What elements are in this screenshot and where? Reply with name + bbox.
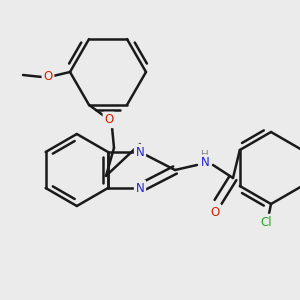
Text: N: N	[201, 157, 209, 169]
Text: N: N	[136, 182, 144, 194]
Text: H: H	[201, 150, 209, 160]
Text: O: O	[104, 113, 114, 126]
Text: O: O	[44, 70, 52, 83]
Text: Cl: Cl	[260, 215, 272, 229]
Text: N: N	[136, 146, 144, 158]
Text: O: O	[210, 206, 220, 218]
